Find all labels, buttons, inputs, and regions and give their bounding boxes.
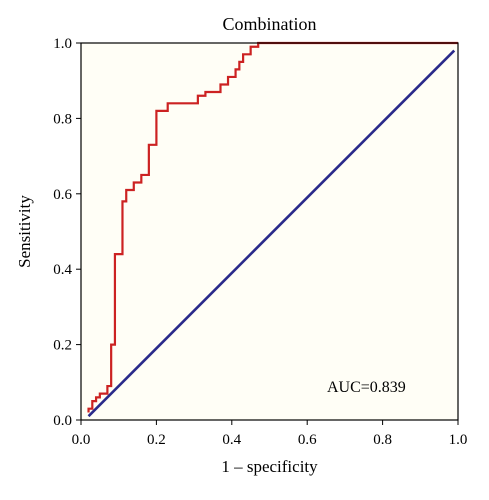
x-tick-label: 1.0 bbox=[449, 432, 468, 448]
x-tick-label: 0.6 bbox=[298, 432, 317, 448]
y-tick-label: 1.0 bbox=[53, 36, 72, 52]
x-axis-label: 1 – specificity bbox=[221, 457, 318, 476]
y-tick-label: 0.2 bbox=[53, 338, 72, 354]
x-tick-label: 0.0 bbox=[72, 432, 91, 448]
reference-line bbox=[87, 49, 456, 418]
y-axis-label: Sensitivity bbox=[15, 195, 34, 268]
y-tick-label: 0.6 bbox=[53, 187, 72, 203]
x-tick-label: 0.8 bbox=[373, 432, 392, 448]
ticks-layer: 0.0 0.2 0.4 0.6 0.8 1.0 0.0 0.2 0.4 0.6 0.8 1.0 bbox=[53, 36, 467, 448]
x-tick-label: 0.2 bbox=[147, 432, 166, 448]
plot-area bbox=[81, 43, 458, 420]
y-tick-label: 0.0 bbox=[53, 413, 72, 429]
auc-annotation: AUC=0.839 bbox=[327, 379, 406, 396]
roc-curve bbox=[87, 41, 458, 413]
x-tick-label: 0.4 bbox=[222, 432, 241, 448]
series-layer bbox=[87, 41, 458, 418]
y-tick-label: 0.8 bbox=[53, 111, 72, 127]
plot-frame bbox=[80, 42, 459, 421]
y-tick-label: 0.4 bbox=[53, 262, 72, 278]
chart-title: Combination bbox=[223, 14, 317, 34]
